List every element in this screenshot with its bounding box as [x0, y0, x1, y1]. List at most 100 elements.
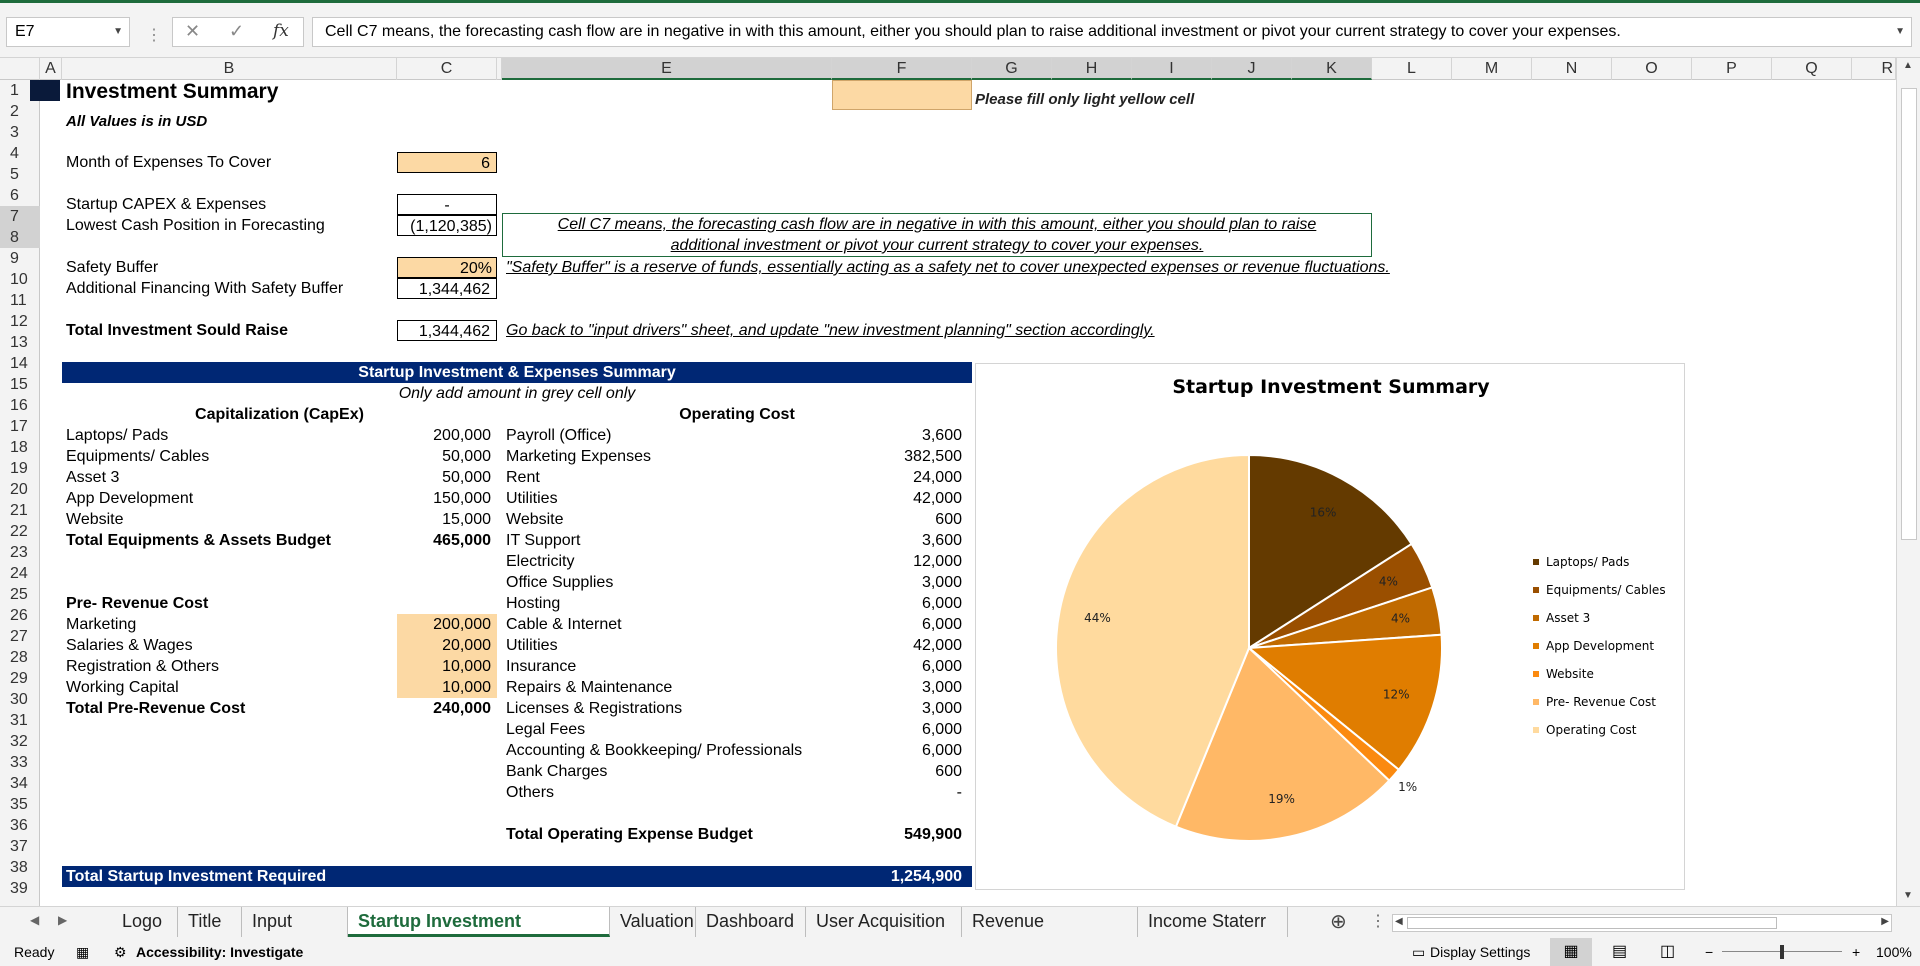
row-header[interactable]: 19: [10, 460, 28, 477]
row-header[interactable]: 5: [10, 166, 19, 183]
col-header[interactable]: E: [502, 58, 832, 80]
legend-entry[interactable]: Asset 3: [1533, 608, 1666, 636]
sheet-tab[interactable]: Startup Investment Summary: [348, 907, 610, 959]
sheet-tab[interactable]: Logo: [112, 907, 178, 937]
sheet-tab[interactable]: Income Staterr ...: [1138, 907, 1288, 959]
row-header[interactable]: 6: [10, 187, 19, 204]
display-settings[interactable]: Display Settings: [1430, 944, 1531, 960]
page-break-icon[interactable]: ◫: [1660, 943, 1676, 960]
row-header[interactable]: 2: [10, 103, 19, 120]
sheet-tab[interactable]: Valuation: [610, 907, 696, 937]
col-header[interactable]: O: [1612, 58, 1692, 80]
row-header[interactable]: 13: [10, 334, 28, 351]
row-header[interactable]: 24: [10, 565, 28, 582]
vertical-scroll-thumb[interactable]: [1901, 88, 1917, 540]
select-all-corner[interactable]: [0, 58, 40, 80]
col-header[interactable]: K: [1292, 58, 1372, 80]
row-header[interactable]: 29: [10, 670, 28, 687]
chevron-down-icon[interactable]: ▼: [1895, 26, 1905, 37]
months-input[interactable]: 6: [397, 152, 497, 173]
note-c7[interactable]: Cell C7 means, the forecasting cash flow…: [502, 213, 1372, 257]
macro-icon[interactable]: ▦: [76, 944, 90, 960]
col-header[interactable]: P: [1692, 58, 1772, 80]
legend-entry[interactable]: Website: [1533, 664, 1666, 692]
row-header[interactable]: 34: [10, 775, 28, 792]
insert-function-icon[interactable]: fx: [273, 21, 289, 41]
legend-entry[interactable]: Laptops/ Pads: [1533, 552, 1666, 580]
sheet-tab[interactable]: Dashboard: [696, 907, 806, 937]
col-header[interactable]: H: [1052, 58, 1132, 80]
col-header[interactable]: R: [1852, 58, 1896, 80]
zoom-in-icon[interactable]: +: [1852, 944, 1861, 960]
normal-view-icon[interactable]: ▦: [1550, 938, 1592, 966]
line-item-value[interactable]: 10,000: [397, 656, 497, 677]
horizontal-scrollbar[interactable]: ◀ ▶: [1392, 914, 1892, 932]
more-icon[interactable]: ⋮: [146, 27, 162, 44]
tab-prev-icon[interactable]: ◀: [30, 913, 40, 927]
display-settings-icon[interactable]: ▭: [1412, 944, 1426, 960]
row-header[interactable]: 32: [10, 733, 28, 750]
page-layout-icon[interactable]: ▤: [1612, 943, 1628, 960]
row-header[interactable]: 33: [10, 754, 28, 771]
row-header[interactable]: 11: [10, 292, 27, 309]
add-sheet-icon[interactable]: ⊕: [1330, 911, 1347, 933]
col-header[interactable]: I: [1132, 58, 1212, 80]
row-header[interactable]: 17: [10, 418, 28, 435]
row-header[interactable]: 16: [10, 397, 28, 414]
row-header[interactable]: 7: [0, 206, 40, 227]
line-item-value[interactable]: 200,000: [397, 614, 497, 635]
buffer-input[interactable]: 20%: [397, 257, 497, 278]
legend-entry[interactable]: Equipments/ Cables: [1533, 580, 1666, 608]
col-header[interactable]: C: [397, 58, 497, 80]
row-header[interactable]: 35: [10, 796, 28, 813]
horizontal-scroll-thumb[interactable]: [1407, 917, 1777, 929]
row-header[interactable]: 25: [10, 586, 28, 603]
row-header[interactable]: 39: [10, 880, 28, 897]
row-header[interactable]: 4: [10, 145, 19, 162]
col-header[interactable]: N: [1532, 58, 1612, 80]
col-header[interactable]: M: [1452, 58, 1532, 80]
name-box[interactable]: E7 ▼: [6, 17, 130, 47]
zoom-out-icon[interactable]: −: [1705, 944, 1714, 960]
row-header[interactable]: 9: [10, 250, 19, 267]
chevron-down-icon[interactable]: ▼: [113, 26, 123, 37]
row-header[interactable]: 38: [10, 859, 28, 876]
tab-more-icon[interactable]: ⋮: [1370, 913, 1386, 930]
zoom-slider-thumb[interactable]: [1780, 945, 1784, 959]
col-header[interactable]: F: [832, 58, 972, 80]
accessibility-icon[interactable]: ⚙: [114, 944, 127, 960]
row-header[interactable]: 23: [10, 544, 28, 561]
legend-entry[interactable]: Pre- Revenue Cost: [1533, 692, 1666, 720]
row-header[interactable]: 21: [10, 502, 28, 519]
scroll-up-icon[interactable]: ▲: [1903, 60, 1913, 71]
row-header[interactable]: 22: [10, 523, 28, 540]
sheet-tab[interactable]: Title: [178, 907, 242, 937]
tab-next-icon[interactable]: ▶: [58, 913, 68, 927]
line-item-value[interactable]: 20,000: [397, 635, 497, 656]
row-header[interactable]: 26: [10, 607, 28, 624]
scroll-down-icon[interactable]: ▼: [1903, 890, 1913, 901]
zoom-level[interactable]: 100%: [1876, 944, 1912, 960]
row-header[interactable]: 28: [10, 649, 28, 666]
row-header[interactable]: 15: [10, 376, 28, 393]
row-header[interactable]: 3: [10, 124, 19, 141]
row-header[interactable]: 36: [10, 817, 28, 834]
row-header[interactable]: 8: [0, 227, 40, 248]
row-header[interactable]: 10: [10, 271, 28, 288]
row-header[interactable]: 30: [10, 691, 28, 708]
row-header[interactable]: 37: [10, 838, 28, 855]
col-header[interactable]: G: [972, 58, 1052, 80]
formula-input[interactable]: Cell C7 means, the forecasting cash flow…: [312, 17, 1912, 47]
row-header[interactable]: 31: [10, 712, 28, 729]
col-header[interactable]: B: [62, 58, 397, 80]
enter-icon[interactable]: ✓: [229, 21, 245, 41]
sheet-tab[interactable]: User Acquisition: [806, 907, 962, 937]
legend-entry[interactable]: Operating Cost: [1533, 720, 1666, 748]
col-header[interactable]: Q: [1772, 58, 1852, 80]
scroll-left-icon[interactable]: ◀: [1395, 916, 1403, 927]
row-header[interactable]: 12: [10, 313, 28, 330]
row-header[interactable]: 18: [10, 439, 28, 456]
cancel-icon[interactable]: ✕: [185, 21, 201, 41]
col-header[interactable]: [497, 58, 502, 80]
legend-entry[interactable]: App Development: [1533, 636, 1666, 664]
